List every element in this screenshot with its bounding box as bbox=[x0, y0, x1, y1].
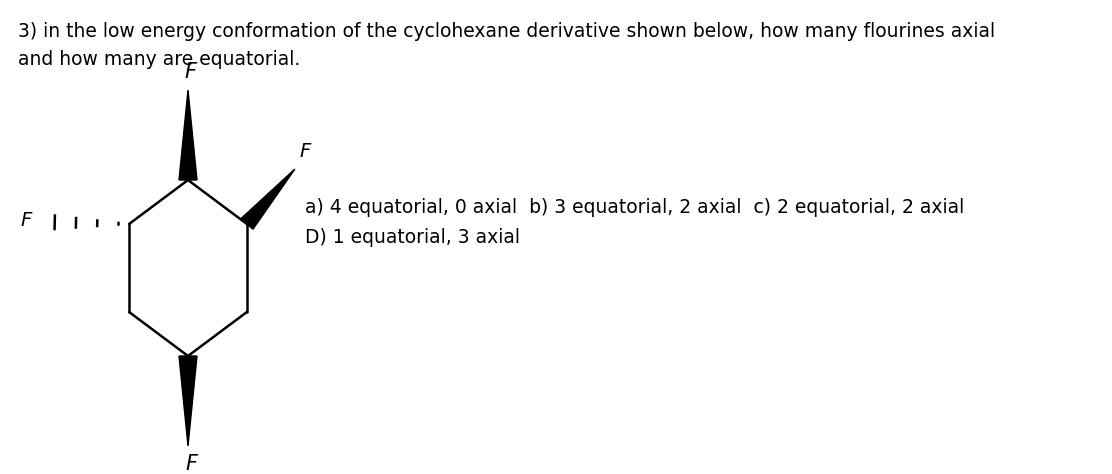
Text: F: F bbox=[185, 454, 197, 474]
Text: F: F bbox=[300, 142, 311, 161]
Text: a) 4 equatorial, 0 axial  b) 3 equatorial, 2 axial  c) 2 equatorial, 2 axial: a) 4 equatorial, 0 axial b) 3 equatorial… bbox=[305, 198, 964, 217]
Text: F: F bbox=[21, 210, 32, 229]
Polygon shape bbox=[179, 356, 197, 446]
Text: D) 1 equatorial, 3 axial: D) 1 equatorial, 3 axial bbox=[305, 228, 520, 247]
Text: 3) in the low energy conformation of the cyclohexane derivative shown below, how: 3) in the low energy conformation of the… bbox=[18, 22, 995, 41]
Polygon shape bbox=[241, 169, 295, 229]
Text: and how many are equatorial.: and how many are equatorial. bbox=[18, 50, 300, 69]
Text: F: F bbox=[183, 62, 196, 82]
Polygon shape bbox=[179, 90, 197, 180]
